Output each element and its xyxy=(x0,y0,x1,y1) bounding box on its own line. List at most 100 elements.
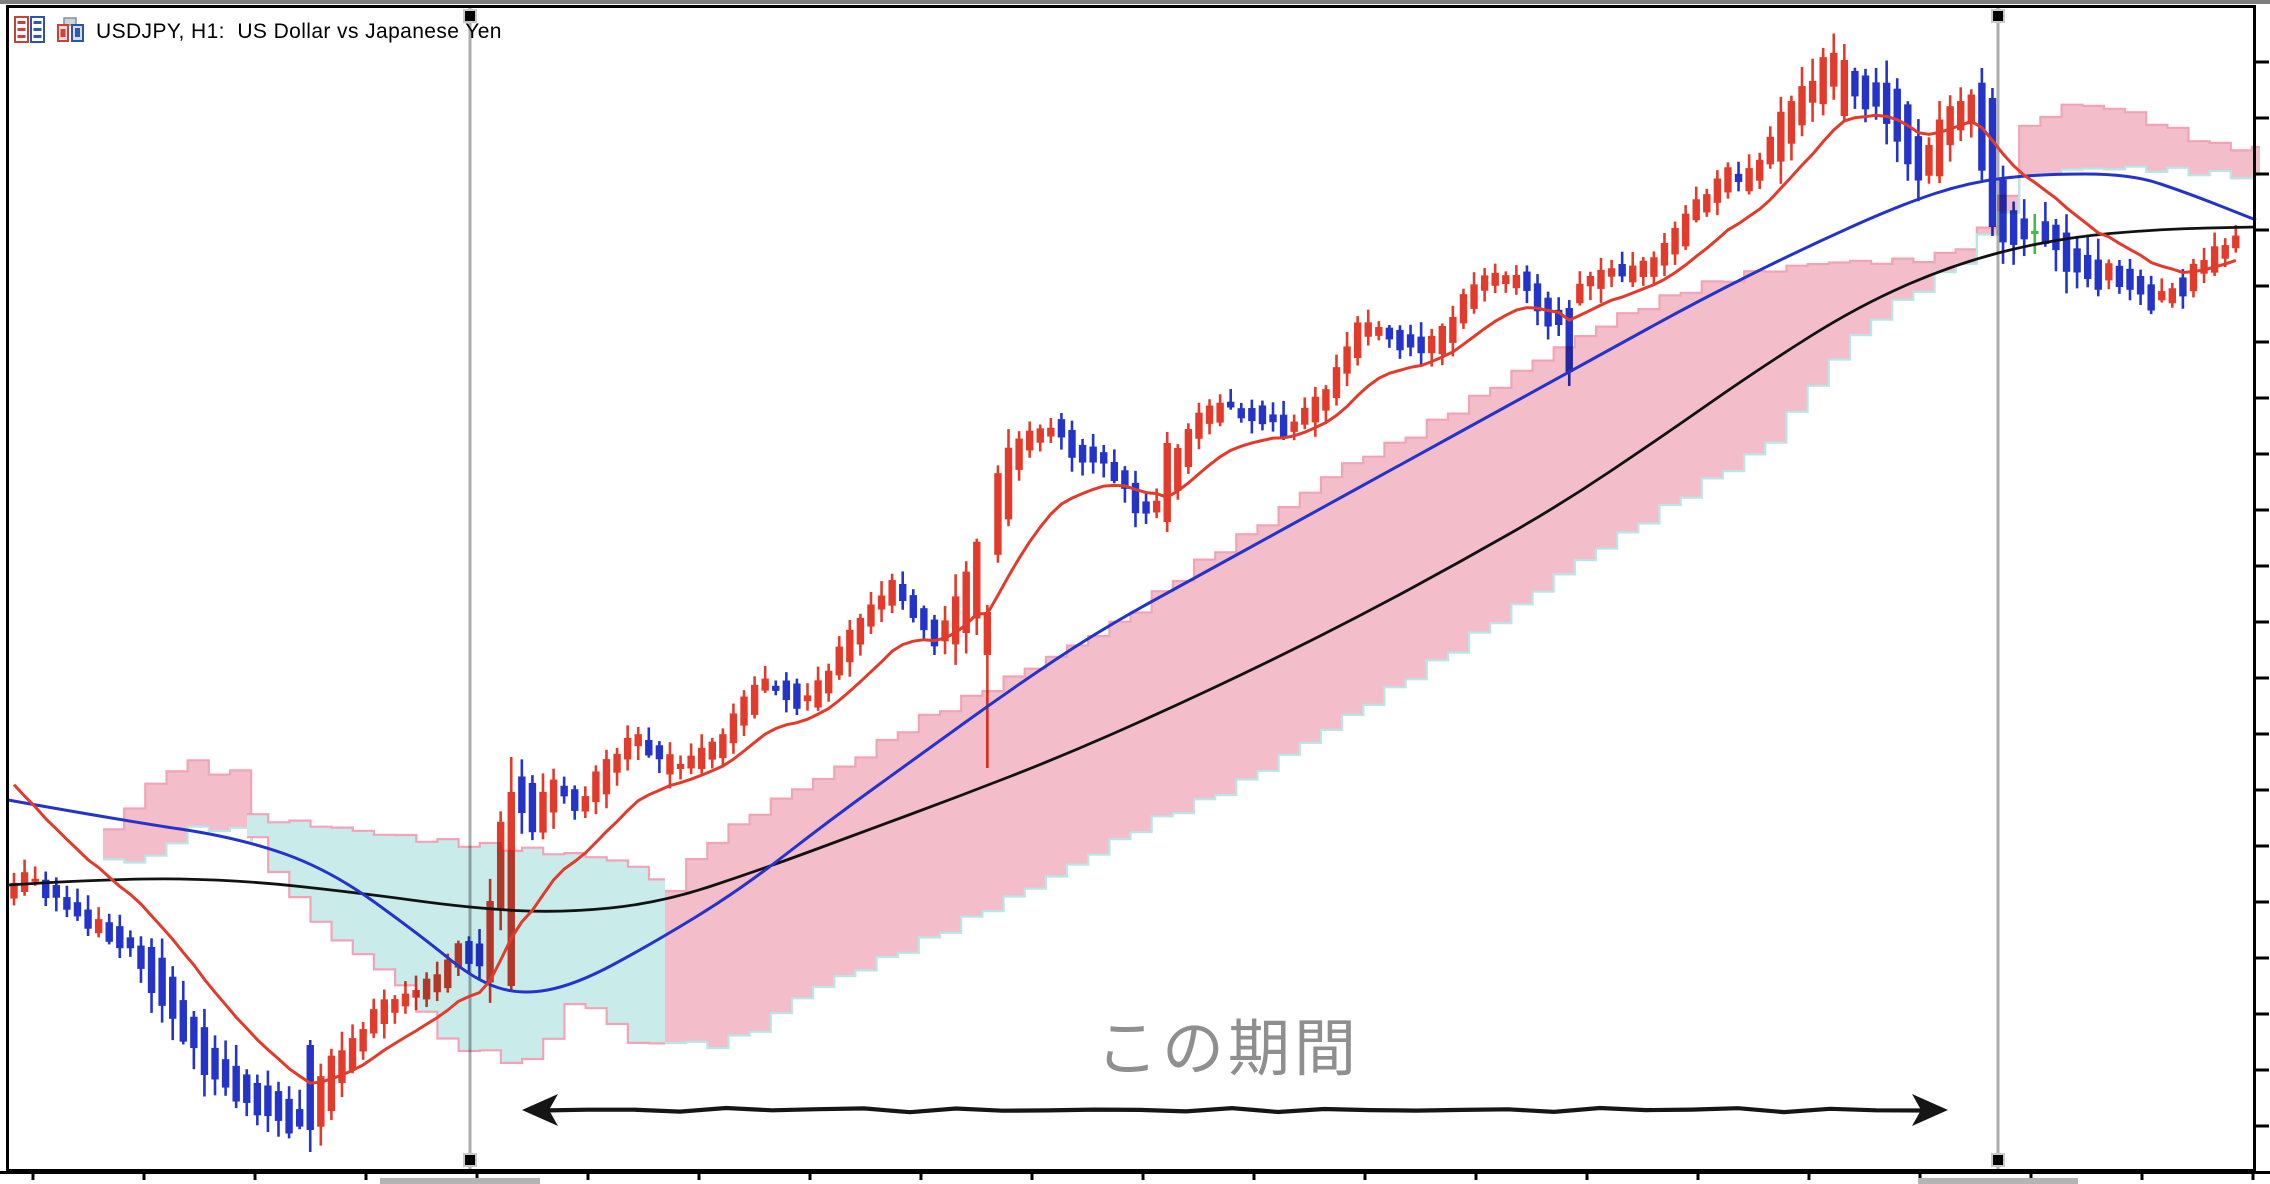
candle-body xyxy=(1089,446,1097,463)
candles-layer xyxy=(10,33,2240,1152)
candle-body xyxy=(930,619,939,647)
candle-body xyxy=(1777,111,1785,162)
candle-body xyxy=(1438,325,1446,355)
candle-body xyxy=(581,796,590,812)
arrow-left-head xyxy=(522,1094,558,1126)
candle-body xyxy=(1692,199,1700,221)
candle-body xyxy=(2052,224,2060,251)
vline-1-bottom-handle[interactable] xyxy=(463,1153,477,1167)
candle-body xyxy=(1861,75,1870,110)
candle-body xyxy=(20,872,29,892)
candle-body xyxy=(179,1000,187,1042)
candle-body xyxy=(1025,430,1034,451)
candle-body xyxy=(1036,428,1044,443)
chart-title: USDJPY, H1: US Dollar vs Japanese Yen xyxy=(96,20,502,43)
time-label-bars xyxy=(380,1178,2078,1184)
ma-slow-black-line xyxy=(7,225,2257,913)
candle-body xyxy=(2031,231,2039,234)
candle-body xyxy=(645,740,653,756)
senkou-span-b-line xyxy=(247,836,665,1065)
candle-body xyxy=(169,976,177,1019)
marker-handles[interactable] xyxy=(463,9,2005,1167)
candle-body xyxy=(1258,405,1267,425)
candle-body xyxy=(2232,235,2240,249)
candle-body xyxy=(2094,259,2102,290)
candle-body xyxy=(518,776,526,814)
period-annotation-label[interactable]: この期間 xyxy=(1096,1015,1361,1084)
candle-body xyxy=(1840,60,1849,116)
candle-body xyxy=(719,734,727,759)
candle-body xyxy=(666,754,674,775)
candle-body xyxy=(1195,412,1203,439)
candle-body xyxy=(1491,272,1499,286)
candle-body xyxy=(2158,291,2166,301)
candle-body xyxy=(370,1009,378,1034)
vline-2-top-handle[interactable] xyxy=(1991,9,2005,23)
candle-body xyxy=(1004,447,1013,520)
candle-body xyxy=(899,584,907,601)
candle-body xyxy=(1184,429,1193,468)
candle-body xyxy=(1174,447,1182,491)
candle-body xyxy=(94,919,103,934)
candle-body xyxy=(1301,407,1309,425)
candle-body xyxy=(232,1065,240,1102)
candle-body xyxy=(2115,265,2124,288)
senkou-span-b-line xyxy=(665,165,2260,1050)
candle-body xyxy=(602,759,611,795)
candle-body xyxy=(1163,443,1171,522)
candle-body xyxy=(1703,194,1711,213)
candle-body xyxy=(1480,275,1489,291)
period-arrow[interactable] xyxy=(522,1094,1948,1126)
candle-body xyxy=(1914,136,1923,181)
chart-border-layer xyxy=(6,5,2256,1172)
candle-body xyxy=(1057,419,1066,438)
candle-body xyxy=(803,695,812,702)
candle-body xyxy=(338,1050,346,1083)
candle-body xyxy=(1100,452,1108,464)
candle-body xyxy=(1322,389,1330,411)
candle-body xyxy=(1935,119,1944,177)
candle-body xyxy=(2221,245,2229,259)
kumo-cloud-1 xyxy=(103,760,253,863)
candle-body xyxy=(793,683,801,709)
candle-body xyxy=(1766,136,1774,165)
candle-body xyxy=(973,541,981,619)
candle-body xyxy=(1544,297,1552,327)
candle-body xyxy=(1364,322,1372,337)
candle-body xyxy=(1269,414,1277,423)
kumo-cloud-3 xyxy=(665,104,2260,1049)
marker-time-label-bar xyxy=(380,1178,540,1184)
candle-body xyxy=(1417,336,1425,354)
candle-body xyxy=(1787,101,1796,144)
candle-body xyxy=(613,753,621,773)
candle-body xyxy=(1830,52,1838,87)
candle-body xyxy=(571,789,579,811)
new-chart-icon[interactable] xyxy=(55,16,86,48)
market-watch-icon[interactable] xyxy=(14,16,45,48)
candle-body xyxy=(962,571,970,633)
candle-body xyxy=(740,696,748,726)
candle-body xyxy=(359,1029,367,1052)
candle-body xyxy=(1523,271,1531,291)
candle-body xyxy=(2210,246,2219,273)
candle-body xyxy=(2020,218,2028,240)
candle-body xyxy=(1904,104,1912,165)
vline-1-top-handle[interactable] xyxy=(463,9,477,23)
candle-body xyxy=(1449,316,1457,343)
candle-body xyxy=(1502,275,1510,285)
candle-body xyxy=(698,747,706,770)
candle-body xyxy=(634,734,642,747)
candle-body xyxy=(1967,94,1975,125)
vline-2-bottom-handle[interactable] xyxy=(1991,1153,2005,1167)
candle-body xyxy=(888,580,896,606)
ma-mid-blue-line xyxy=(7,172,2257,994)
candle-body xyxy=(116,926,124,949)
candle-body xyxy=(295,1109,304,1127)
candle-body xyxy=(549,779,558,813)
candle-body xyxy=(1565,308,1573,372)
candle-body xyxy=(835,646,843,676)
candle-body xyxy=(1406,334,1415,348)
candle-body xyxy=(1332,367,1341,399)
candle-body xyxy=(560,785,568,797)
